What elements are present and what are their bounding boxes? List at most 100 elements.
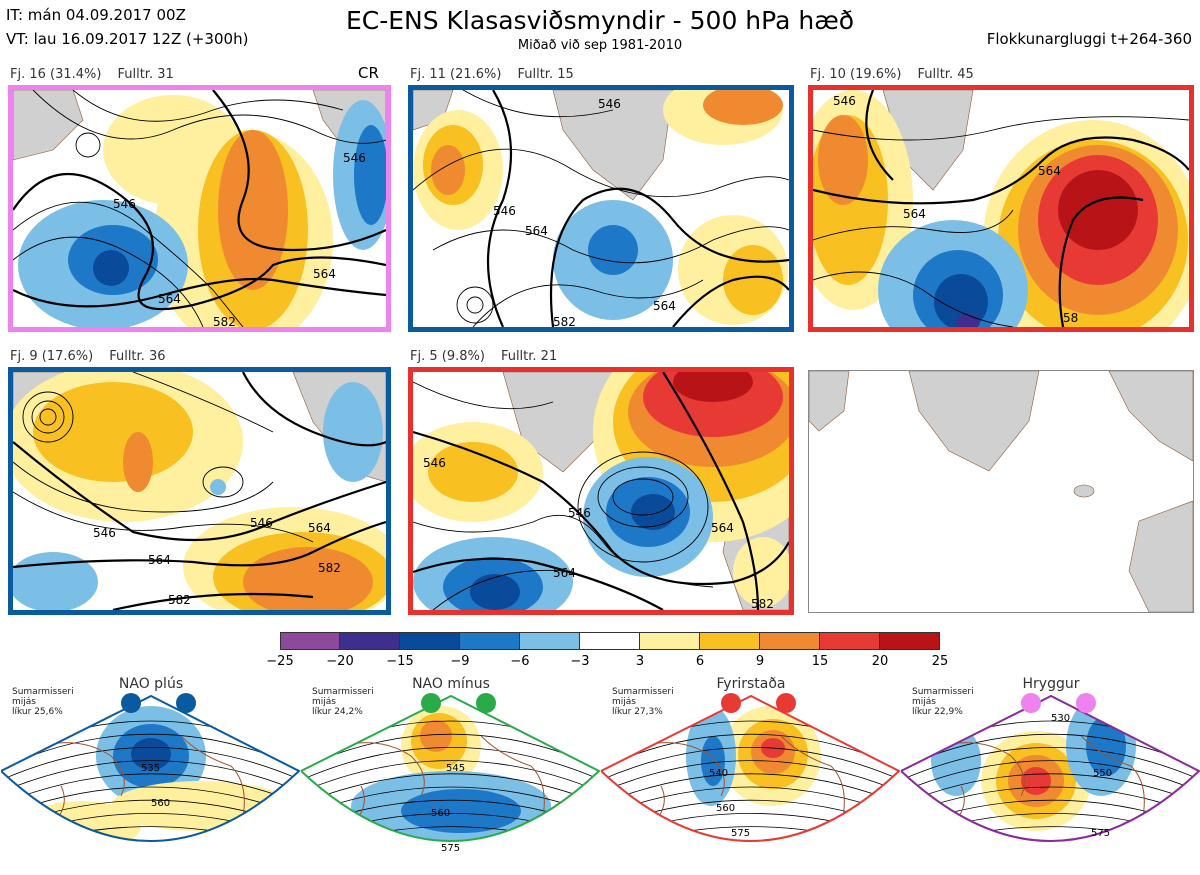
panel-1-cr-label: CR (358, 64, 379, 82)
colorbar-cell (700, 632, 760, 650)
map-panel-3[interactable]: 564 564 546 58 (808, 85, 1194, 332)
regime-marker-dot (421, 693, 441, 713)
contour-label: 582 (168, 593, 191, 607)
map-panel-1-graphic: 546 564 546 582 564 (13, 90, 386, 327)
contour-label: 582 (751, 597, 774, 610)
contour-label: 564 (525, 224, 548, 238)
regime-name: Fyrirstaða (716, 676, 786, 692)
contour-label: 564 (553, 566, 576, 580)
colorbar-tick-label: 3 (635, 654, 645, 669)
regime-panel: 535 560 NAO plús Sumarmisseri mijás líkur 25,… (0, 676, 301, 871)
regime-marker-dot (776, 693, 796, 713)
panel-5-label: Fj. 5 (9.8%) Fulltr. 21 (410, 349, 558, 364)
colorbar-tick-label: −20 (326, 654, 354, 669)
colorbar-tick-label: 15 (811, 654, 829, 669)
colorbar-tick-label: 20 (871, 654, 889, 669)
map-panel-4[interactable]: 546 546 564 582 564 582 (8, 367, 391, 615)
map-panel-3-graphic: 564 564 546 58 (813, 90, 1189, 327)
regime-contour-label: 560 (716, 803, 735, 814)
regime-panel: 540 560 575 Fyrirstaða Sumarmisseri mijás líku… (599, 676, 901, 871)
regime-contour-label: 540 (709, 768, 728, 779)
regime-contour-label: 560 (151, 798, 170, 809)
map-panel-2-graphic: 546 546 564 564 582 (413, 90, 789, 327)
contour-label: 546 (93, 526, 116, 540)
regime-map-graphic: 545 560 575 (299, 693, 601, 854)
page-subtitle: Miðað við sep 1981-2010 (517, 38, 683, 53)
colorbar-cell (520, 632, 580, 650)
regime-contour-label: 575 (441, 843, 460, 854)
contour-label: 564 (148, 553, 171, 567)
contour-label: 546 (568, 506, 591, 520)
colorbar-tick-label: 6 (695, 654, 705, 669)
regime-marker-dot (176, 693, 196, 713)
regime-note-line: líkur 25,6% (12, 707, 63, 717)
regime-note-line: líkur 24,2% (312, 707, 363, 717)
colorbar-cell (460, 632, 520, 650)
contour-label: 564 (1038, 164, 1061, 178)
colorbar-tick-label: 25 (931, 654, 949, 669)
colorbar-cell (640, 632, 700, 650)
regime-contour-label: 530 (1051, 713, 1070, 724)
contour-label: 546 (598, 97, 621, 111)
contour-label: 546 (250, 516, 273, 530)
regime-note: Sumarmisseri mijás líkur 25,6% (12, 687, 74, 717)
contour-label: 564 (308, 521, 331, 535)
regime-map-graphic: 530 550 575 (899, 693, 1200, 842)
map-panel-1[interactable]: 546 564 546 582 564 (8, 85, 391, 332)
panel-1-label: Fj. 16 (31.4%) Fulltr. 31 (10, 67, 174, 82)
regime-note: Sumarmisseri mijás líkur 24,2% (312, 687, 374, 717)
page-title: EC-ENS Klasasviðsmyndir - 500 hPa hæð (345, 6, 855, 35)
regime-note-line: mijás (612, 697, 636, 707)
empty-basemap-graphic (809, 371, 1193, 612)
regime-note-line: Sumarmisseri (612, 687, 674, 697)
contour-label: 564 (158, 292, 181, 306)
regime-marker-dot (121, 693, 141, 713)
map-panel-2[interactable]: 546 546 564 564 582 (408, 85, 794, 332)
map-panel-5[interactable]: 546 546 564 564 582 (408, 367, 794, 615)
contour-label: 582 (213, 315, 236, 327)
colorbar-cell (580, 632, 640, 650)
regime-note: Sumarmisseri mijás líkur 27,3% (612, 687, 674, 717)
panel-4-label: Fj. 9 (17.6%) Fulltr. 36 (10, 349, 166, 364)
contour-label: 58 (1063, 311, 1078, 325)
contour-label: 564 (903, 207, 926, 221)
colorbar-tick-label: −9 (450, 654, 470, 669)
regime-map-graphic: 540 560 575 (599, 693, 901, 842)
regime-marker-dot (1076, 693, 1096, 713)
contour-label: 546 (833, 94, 856, 108)
map-panel-4-graphic: 546 546 564 582 564 582 (13, 372, 386, 610)
regime-panel: 530 550 575 Hryggur Sumarmisseri mijás líkur 2… (899, 676, 1200, 871)
colorbar-tick-label: −3 (570, 654, 590, 669)
regime-note-line: mijás (912, 697, 936, 707)
regime-contour-label: 575 (1091, 828, 1110, 839)
contour-label: 582 (553, 315, 576, 327)
contour-label: 546 (343, 151, 366, 165)
contour-label: 546 (423, 456, 446, 470)
contour-label: 582 (318, 561, 341, 575)
regime-note-line: líkur 27,3% (612, 707, 663, 717)
colorbar-tick-label: 9 (755, 654, 765, 669)
map-panel-empty (808, 370, 1194, 613)
regime-note-line: Sumarmisseri (312, 687, 374, 697)
map-panel-5-graphic: 546 546 564 564 582 (413, 372, 789, 610)
regime-marker-dot (721, 693, 741, 713)
regime-marker-dot (1021, 693, 1041, 713)
regime-panel: 545 560 575 NAO mínus Sumarmisseri mijás líkur… (299, 676, 601, 871)
colorbar-cell (400, 632, 460, 650)
colorbar-tick-label: −6 (510, 654, 530, 669)
contour-label: 546 (493, 204, 516, 218)
colorbar-cell (760, 632, 820, 650)
contour-label: 546 (113, 197, 136, 211)
contour-label: 564 (711, 521, 734, 535)
regime-contour-label: 575 (731, 828, 750, 839)
regime-note-line: líkur 22,9% (912, 707, 963, 717)
regime-note: Sumarmisseri mijás líkur 22,9% (912, 687, 974, 717)
regime-note-line: mijás (312, 697, 336, 707)
colorbar-cell (820, 632, 880, 650)
valid-time: VT: lau 16.09.2017 12Z (+300h) (6, 30, 249, 48)
regime-map-graphic: 535 560 (0, 693, 301, 842)
regime-contour-label: 550 (1093, 768, 1112, 779)
regime-contour-label: 545 (446, 763, 465, 774)
regime-note-line: Sumarmisseri (12, 687, 74, 697)
classification-window: Flokkunargluggi t+264-360 (986, 30, 1192, 48)
